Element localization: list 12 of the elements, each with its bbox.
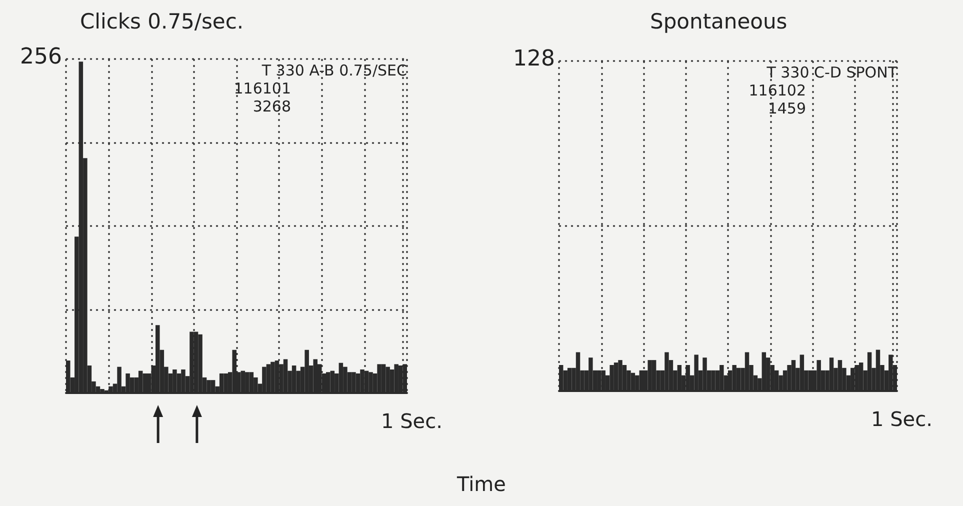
chart-title: Clicks 0.75/sec.	[80, 10, 244, 34]
annotation: T 330 A-B 0.75/SEC	[260, 62, 408, 80]
text: 256	[20, 44, 62, 70]
x-axis-title: Time	[456, 472, 507, 496]
text: 1459	[768, 100, 806, 118]
text: 1 Sec.	[381, 409, 442, 433]
chart-title: Spontaneous	[650, 10, 788, 34]
annotation: 116101	[234, 80, 292, 98]
annotation: 3268	[252, 98, 292, 116]
text: 1 Sec.	[871, 407, 932, 431]
text: 128	[513, 46, 556, 72]
text: 116102	[748, 82, 806, 100]
